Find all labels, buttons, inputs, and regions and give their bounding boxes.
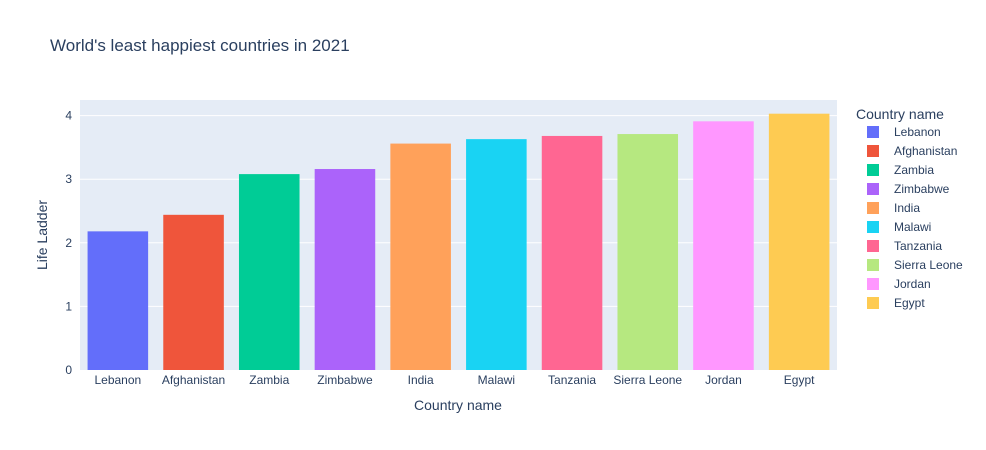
x-tick-label: India (408, 373, 434, 387)
y-axis-ticks: 0 1 2 3 4 (65, 109, 72, 377)
legend-label: Egypt (894, 296, 925, 310)
legend-label: Lebanon (894, 125, 941, 139)
x-axis-ticks: Lebanon Afghanistan Zambia Zimbabwe India Mal… (94, 373, 815, 387)
bar-india[interactable] (390, 143, 451, 370)
legend-item[interactable]: Jordan (867, 277, 931, 291)
x-tick-label: Malawi (478, 373, 515, 387)
legend: Country name Lebanon Afghanistan Zambia Zim… (856, 106, 963, 310)
legend-swatch (867, 145, 879, 157)
bar-malawi[interactable] (466, 139, 527, 370)
legend-label: Sierra Leone (894, 258, 963, 272)
bar-egypt[interactable] (768, 113, 830, 370)
chart-title: World's least happiest countries in 2021 (50, 36, 350, 55)
y-tick-label: 3 (65, 172, 72, 186)
legend-swatch (867, 164, 879, 176)
legend-label: Jordan (894, 277, 931, 291)
legend-label: Zimbabwe (894, 182, 950, 196)
y-tick-label: 1 (65, 299, 72, 313)
legend-label: India (894, 201, 920, 215)
y-tick-label: 2 (65, 236, 72, 250)
bar-tanzania[interactable] (541, 135, 603, 370)
legend-item[interactable]: Tanzania (867, 239, 942, 253)
x-tick-label: Zambia (249, 373, 289, 387)
x-tick-label: Egypt (784, 373, 815, 387)
legend-swatch (867, 183, 879, 195)
bar-afghanistan[interactable] (163, 214, 224, 370)
bar-sierra-leone[interactable] (617, 134, 679, 370)
bar-lebanon[interactable] (87, 231, 149, 370)
bar-jordan[interactable] (693, 121, 754, 370)
legend-title: Country name (856, 106, 944, 122)
legend-item[interactable]: Sierra Leone (867, 258, 963, 272)
legend-item[interactable]: Zambia (867, 163, 934, 177)
legend-swatch (867, 221, 879, 233)
legend-label: Tanzania (894, 239, 942, 253)
legend-item[interactable]: Malawi (867, 220, 931, 234)
bars (87, 113, 830, 370)
legend-item[interactable]: India (867, 201, 920, 215)
legend-item[interactable]: Egypt (867, 296, 925, 310)
legend-label: Afghanistan (894, 144, 957, 158)
bar-zambia[interactable] (238, 174, 300, 370)
x-tick-label: Afghanistan (162, 373, 225, 387)
x-tick-label: Sierra Leone (613, 373, 682, 387)
x-tick-label: Jordan (705, 373, 742, 387)
bar-zimbabwe[interactable] (314, 169, 376, 370)
legend-swatch (867, 297, 879, 309)
x-tick-label: Zimbabwe (317, 373, 373, 387)
legend-swatch (867, 278, 879, 290)
x-tick-label: Lebanon (94, 373, 141, 387)
legend-swatch (867, 259, 879, 271)
legend-label: Malawi (894, 220, 931, 234)
y-axis-title: Life Ladder (34, 200, 50, 270)
x-tick-label: Tanzania (548, 373, 596, 387)
legend-item[interactable]: Zimbabwe (867, 182, 950, 196)
legend-swatch (867, 126, 879, 138)
legend-swatch (867, 202, 879, 214)
legend-swatch (867, 240, 879, 252)
legend-item[interactable]: Lebanon (867, 125, 941, 139)
y-tick-label: 4 (65, 109, 72, 123)
x-axis-title: Country name (414, 397, 502, 413)
legend-item[interactable]: Afghanistan (867, 144, 957, 158)
y-tick-label: 0 (65, 363, 72, 377)
legend-label: Zambia (894, 163, 934, 177)
